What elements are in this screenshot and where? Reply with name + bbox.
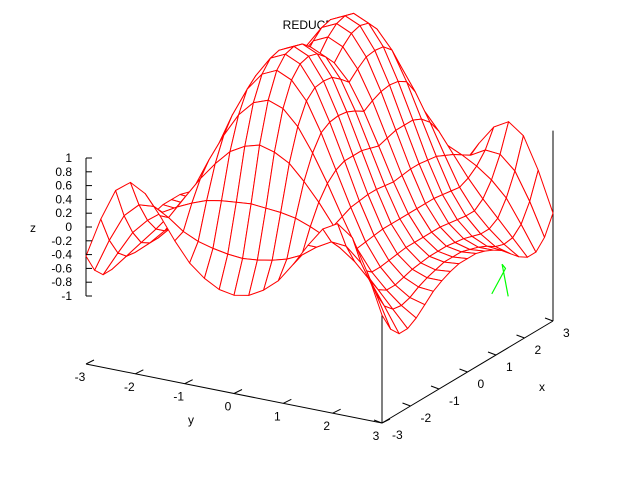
y-tick-mark bbox=[332, 408, 341, 414]
tick-labels: 10.80.60.40.20-0.2-0.4-0.6-0.8-1-3-2-101… bbox=[51, 151, 570, 443]
z-tick-label: 1 bbox=[65, 151, 72, 165]
y-tick-label: 1 bbox=[274, 409, 281, 423]
z-tick-label: 0 bbox=[65, 220, 72, 234]
x-tick-mark bbox=[430, 385, 440, 390]
y-tick-mark bbox=[85, 359, 95, 365]
x-tick-mark bbox=[373, 419, 383, 424]
z-tick-label: 0.8 bbox=[55, 165, 72, 179]
y-tick-label: -2 bbox=[124, 380, 135, 394]
x-axis-label: x bbox=[539, 380, 545, 394]
y-tick-mark bbox=[184, 379, 193, 385]
x-tick-label: -2 bbox=[421, 411, 432, 425]
x-tick-label: 0 bbox=[478, 377, 485, 391]
z-tick-label: -0.4 bbox=[51, 248, 72, 262]
y-tick-label: 2 bbox=[323, 419, 330, 433]
z-tick-label: -0.2 bbox=[51, 234, 72, 248]
x-tick-mark bbox=[402, 402, 411, 407]
x-tick-label: 1 bbox=[506, 360, 513, 374]
x-tick-label: 3 bbox=[563, 326, 570, 340]
x-tick-label: -1 bbox=[449, 394, 460, 408]
underside-mesh-patch bbox=[491, 263, 509, 297]
y-tick-label: -1 bbox=[173, 390, 184, 404]
x-tick-mark bbox=[487, 351, 497, 356]
surface-mesh bbox=[85, 12, 554, 335]
z-tick-label: -1 bbox=[61, 289, 72, 303]
x-tick-label: -3 bbox=[392, 428, 403, 442]
y-tick-label: 0 bbox=[225, 400, 232, 414]
z-tick-label: -0.6 bbox=[51, 261, 72, 275]
y-tick-label: 3 bbox=[373, 429, 380, 443]
x-tick-mark bbox=[459, 368, 468, 373]
x-tick-mark bbox=[516, 334, 525, 339]
x-tick-mark bbox=[544, 317, 554, 322]
y-tick-mark bbox=[135, 369, 144, 375]
x-tick-label: 2 bbox=[535, 343, 542, 357]
z-tick-label: 0.6 bbox=[55, 179, 72, 193]
z-tick-label: 0.4 bbox=[55, 192, 72, 206]
z-tick-label: -0.8 bbox=[51, 275, 72, 289]
y-tick-label: -3 bbox=[75, 370, 86, 384]
y-tick-mark bbox=[381, 418, 391, 424]
z-axis-label: z bbox=[30, 221, 36, 235]
y-tick-mark bbox=[233, 389, 243, 394]
y-tick-mark bbox=[283, 398, 292, 404]
z-tick-label: 0.2 bbox=[55, 206, 72, 220]
surface-quad bbox=[366, 271, 392, 330]
y-axis-label: y bbox=[188, 413, 194, 427]
